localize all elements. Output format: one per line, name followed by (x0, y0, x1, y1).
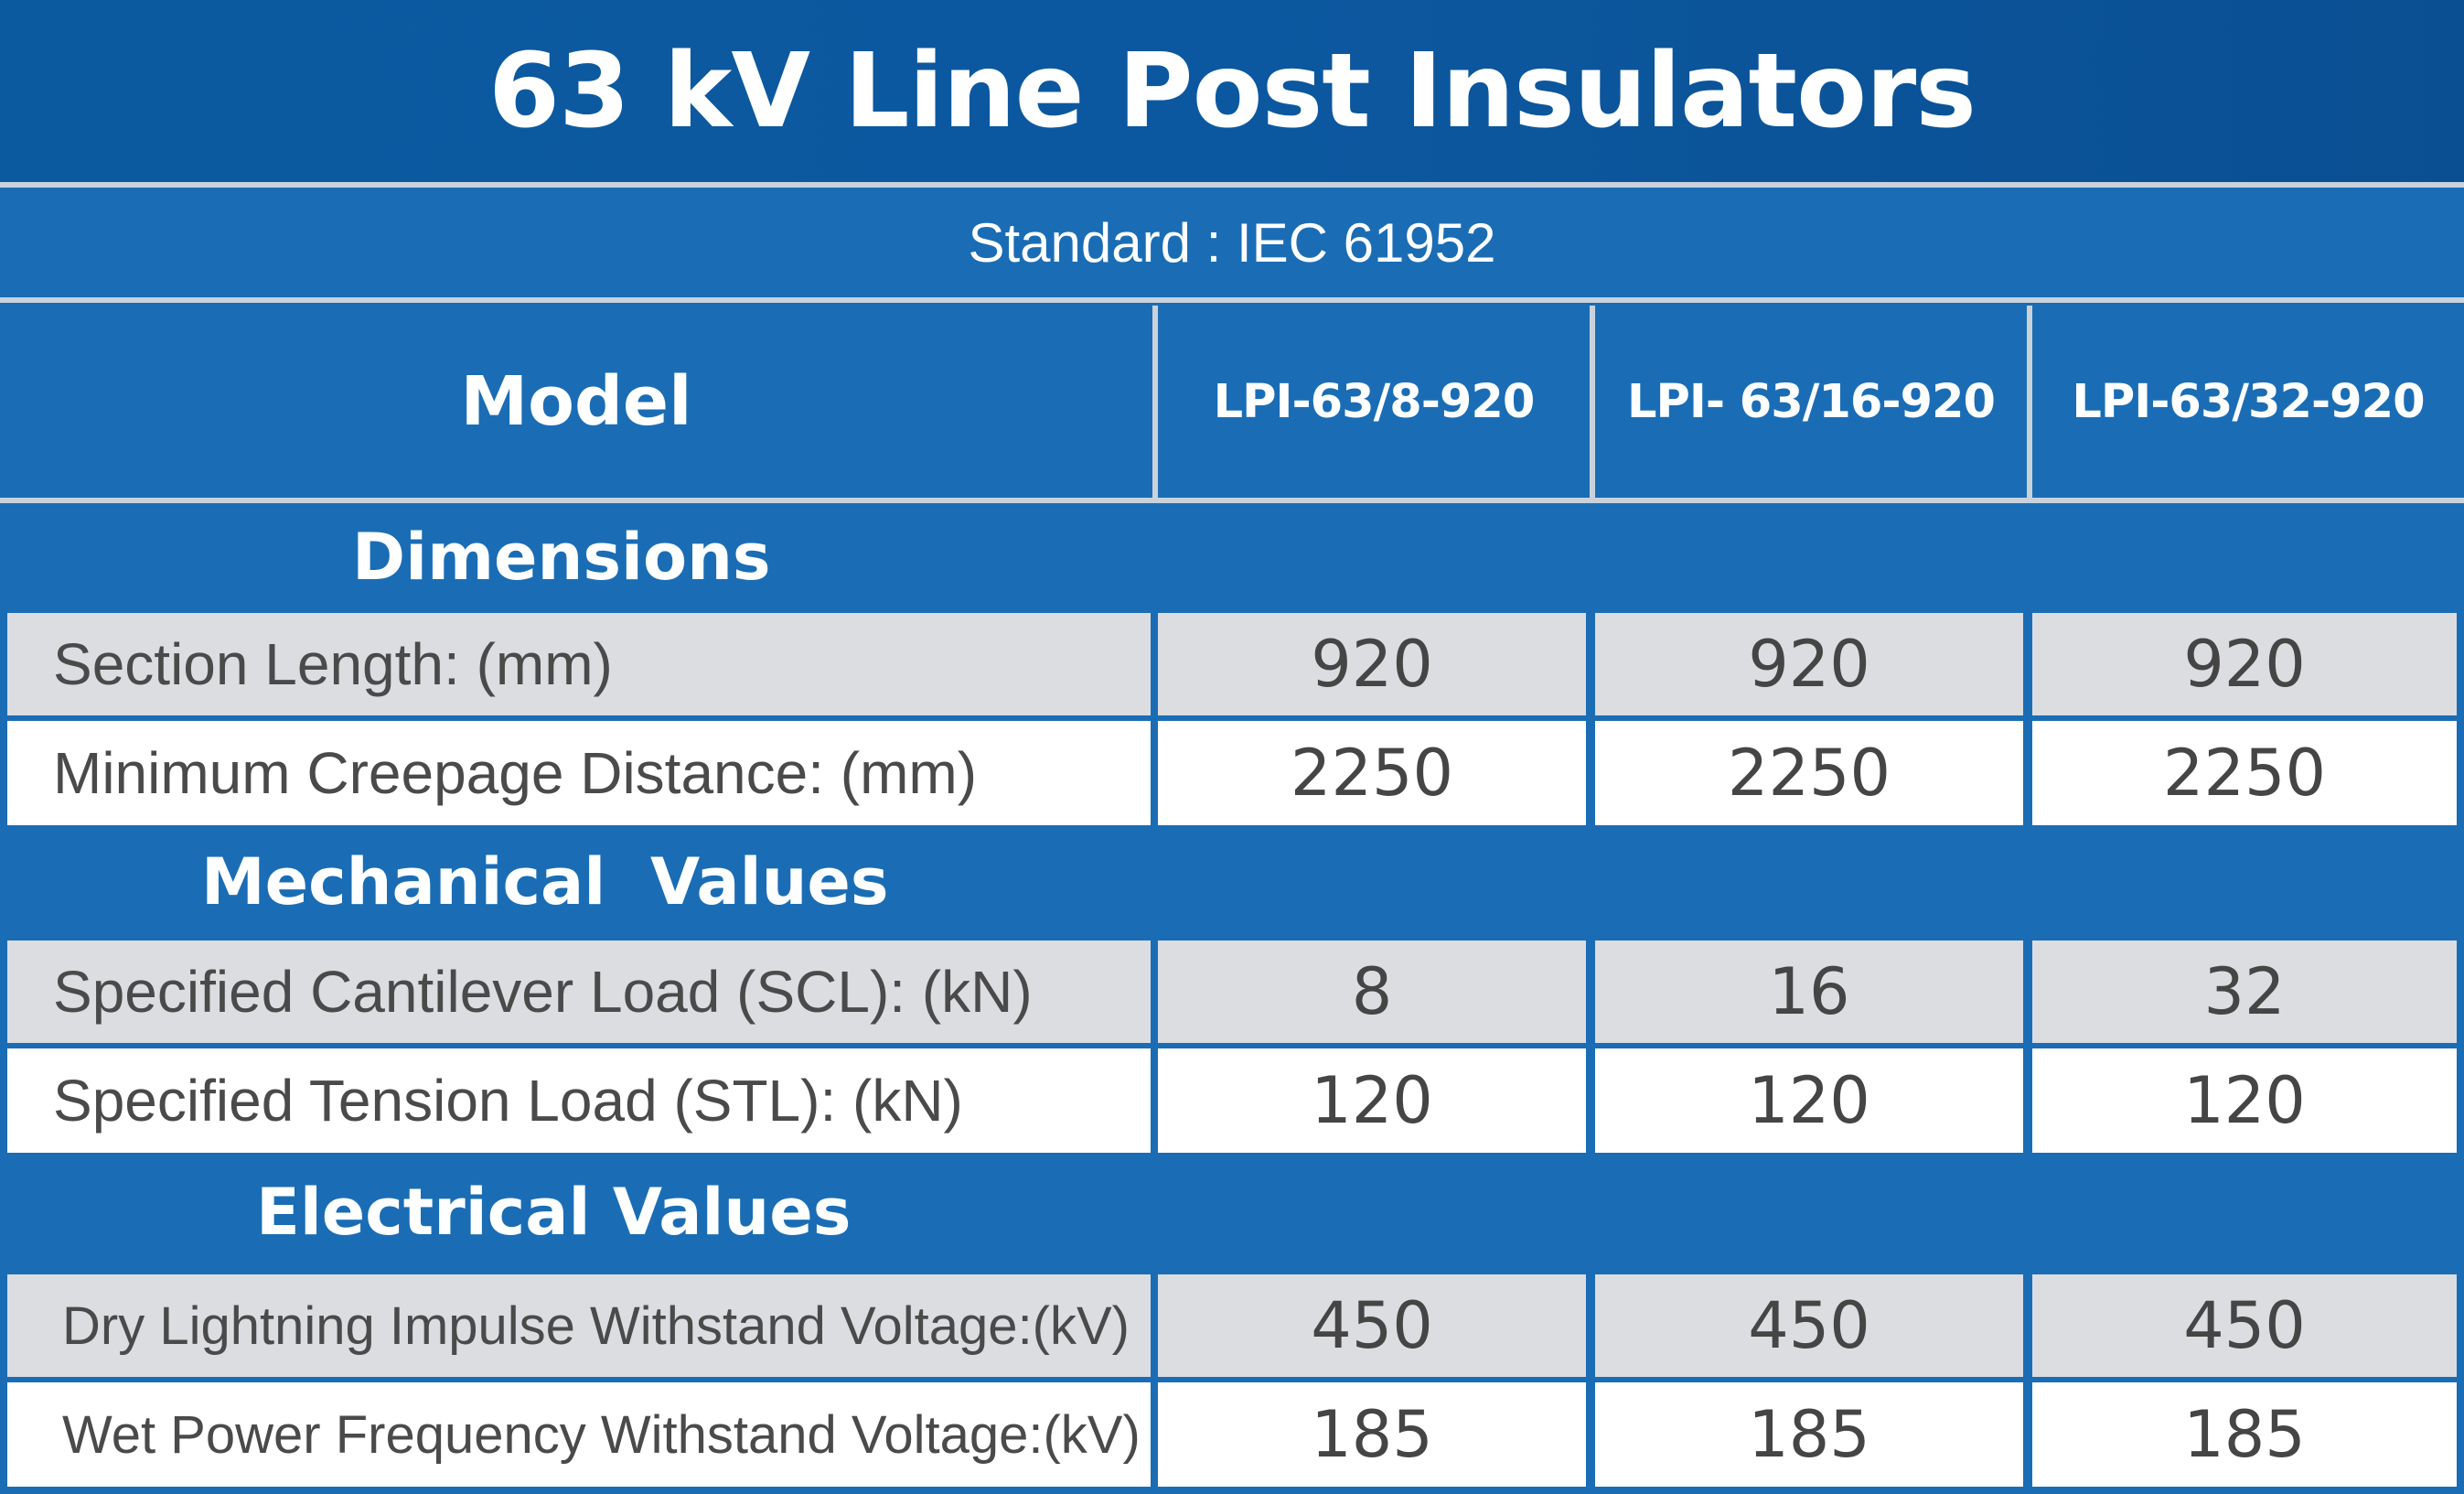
column-header: LPI- 63/16-920 (1595, 306, 2027, 498)
row-value: 16 (1595, 940, 2023, 1043)
row-value: 185 (1158, 1382, 1586, 1487)
header-divider (2027, 306, 2032, 498)
row-label: Wet Power Frequency Withstand Voltage:(k… (7, 1382, 1151, 1487)
row-value: 450 (1595, 1274, 2023, 1377)
row-value: 120 (1595, 1048, 2023, 1153)
row-value: 8 (1158, 940, 1586, 1043)
section-heading: Mechanical Values (201, 844, 889, 919)
header-divider (1590, 306, 1595, 498)
title-band: 63 kV Line Post Insulators (0, 0, 2464, 182)
title-divider (0, 182, 2464, 188)
column-header: LPI-63/32-920 (2032, 306, 2464, 498)
column-header: LPI-63/8-920 (1158, 306, 1590, 498)
row-value: 185 (1595, 1382, 2023, 1487)
row-label: Specified Tension Load (STL): (kN) (7, 1048, 1151, 1153)
standard-label: Standard : IEC 61952 (968, 211, 1496, 274)
row-value: 920 (1595, 613, 2023, 715)
row-value: 32 (2032, 940, 2457, 1043)
row-value: 120 (1158, 1048, 1586, 1153)
row-value: 120 (2032, 1048, 2457, 1153)
standard-divider (0, 297, 2464, 303)
row-label: Specified Cantilever Load (SCL): (kN) (7, 940, 1151, 1043)
row-value: 2250 (2032, 721, 2457, 825)
row-value: 2250 (1595, 721, 2023, 825)
row-value: 450 (2032, 1274, 2457, 1377)
page-title: 63 kV Line Post Insulators (488, 31, 1977, 151)
section-heading: Electrical Values (256, 1175, 852, 1250)
header-divider (1152, 306, 1158, 498)
row-label: Dry Lightning Impulse Withstand Voltage:… (7, 1274, 1151, 1377)
standard-band: Standard : IEC 61952 (0, 188, 2464, 297)
model-header: Model (0, 306, 1152, 498)
section-heading: Dimensions (352, 520, 771, 595)
row-value: 2250 (1158, 721, 1586, 825)
row-value: 450 (1158, 1274, 1586, 1377)
row-value: 920 (2032, 613, 2457, 715)
row-label: Minimum Creepage Distance: (mm) (7, 721, 1151, 825)
header-bottom-divider (0, 498, 2464, 503)
row-value: 920 (1158, 613, 1586, 715)
row-label: Section Length: (mm) (7, 613, 1151, 715)
row-value: 185 (2032, 1382, 2457, 1487)
